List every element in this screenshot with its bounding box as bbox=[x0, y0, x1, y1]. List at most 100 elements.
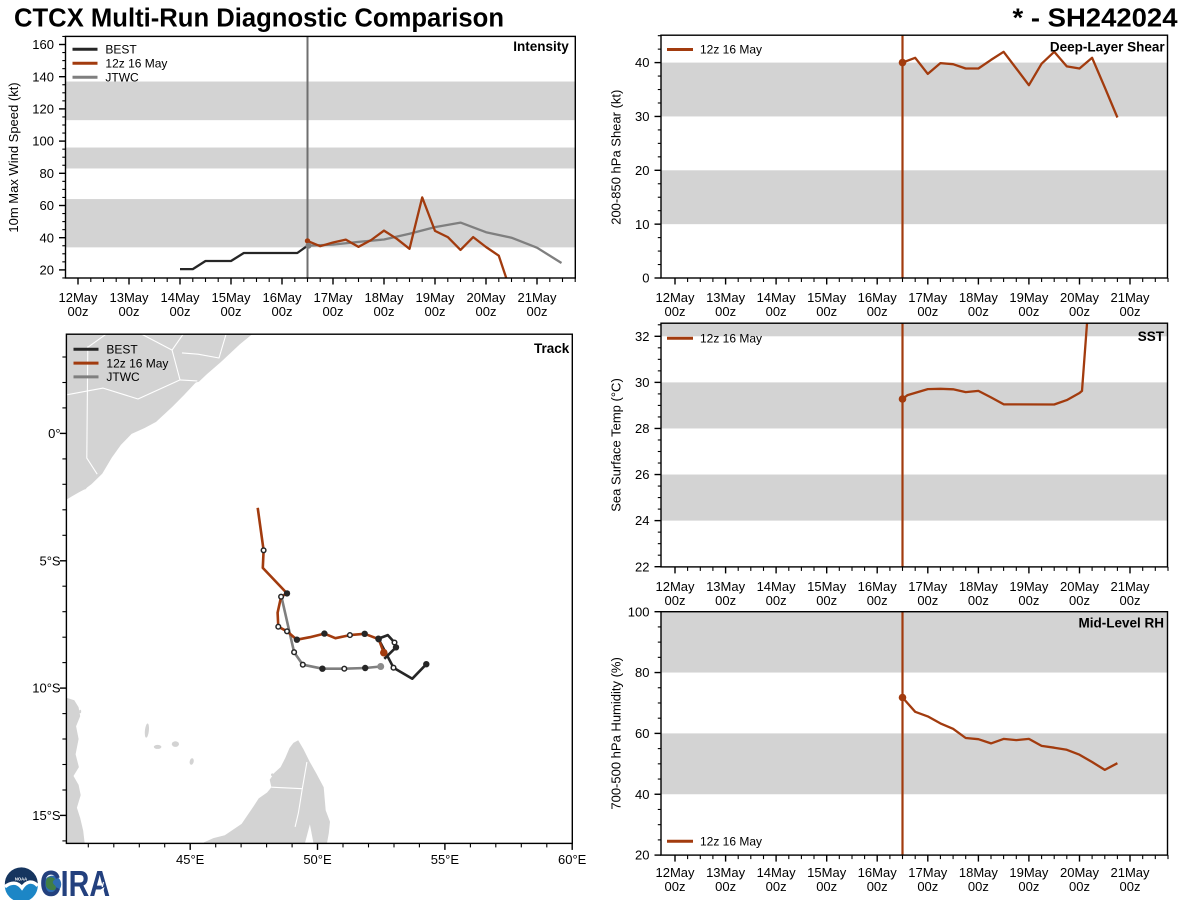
svg-text:BEST: BEST bbox=[106, 343, 138, 357]
svg-text:14May: 14May bbox=[757, 290, 797, 305]
svg-text:15°S: 15°S bbox=[32, 808, 61, 823]
svg-text:00z: 00z bbox=[323, 304, 344, 319]
svg-text:Sea Surface Temp (°C): Sea Surface Temp (°C) bbox=[609, 378, 624, 512]
svg-text:12z 16 May: 12z 16 May bbox=[700, 332, 762, 346]
svg-text:16May: 16May bbox=[858, 579, 898, 594]
svg-text:13May: 13May bbox=[706, 579, 746, 594]
svg-text:17May: 17May bbox=[313, 290, 353, 305]
svg-text:00z: 00z bbox=[1018, 304, 1039, 319]
svg-text:00z: 00z bbox=[867, 593, 888, 608]
svg-text:00z: 00z bbox=[917, 593, 938, 608]
svg-text:12May: 12May bbox=[58, 290, 98, 305]
svg-text:BEST: BEST bbox=[105, 43, 137, 57]
svg-text:20: 20 bbox=[635, 848, 649, 863]
svg-text:JTWC: JTWC bbox=[105, 71, 139, 85]
svg-text:5°S: 5°S bbox=[39, 553, 60, 568]
svg-text:00z: 00z bbox=[68, 304, 89, 319]
svg-text:00z: 00z bbox=[1018, 879, 1039, 894]
svg-text:00z: 00z bbox=[1018, 593, 1039, 608]
svg-text:19May: 19May bbox=[1009, 290, 1049, 305]
svg-text:00z: 00z bbox=[1120, 879, 1141, 894]
svg-text:00z: 00z bbox=[867, 879, 888, 894]
svg-text:30: 30 bbox=[635, 375, 649, 390]
svg-text:21May: 21May bbox=[1110, 290, 1150, 305]
svg-text:21May: 21May bbox=[1110, 865, 1150, 880]
svg-text:00z: 00z bbox=[968, 593, 989, 608]
svg-text:60: 60 bbox=[635, 726, 649, 741]
svg-text:15May: 15May bbox=[211, 290, 251, 305]
svg-text:00z: 00z bbox=[917, 879, 938, 894]
svg-text:55°E: 55°E bbox=[431, 852, 460, 867]
svg-text:21May: 21May bbox=[1110, 579, 1150, 594]
svg-text:19May: 19May bbox=[1009, 865, 1049, 880]
svg-text:100: 100 bbox=[628, 604, 650, 619]
svg-text:18May: 18May bbox=[959, 865, 999, 880]
svg-text:80: 80 bbox=[40, 166, 54, 181]
svg-text:19May: 19May bbox=[1009, 579, 1049, 594]
svg-text:19May: 19May bbox=[415, 290, 455, 305]
svg-text:10°S: 10°S bbox=[32, 681, 61, 696]
svg-text:00z: 00z bbox=[766, 879, 787, 894]
svg-text:18May: 18May bbox=[959, 579, 999, 594]
svg-text:0°: 0° bbox=[48, 426, 60, 441]
svg-text:14May: 14May bbox=[160, 290, 200, 305]
svg-text:60°E: 60°E bbox=[558, 852, 587, 867]
svg-text:24: 24 bbox=[635, 513, 649, 528]
svg-text:26: 26 bbox=[635, 467, 649, 482]
svg-text:100: 100 bbox=[32, 134, 54, 149]
svg-text:32: 32 bbox=[635, 329, 649, 344]
svg-text:JTWC: JTWC bbox=[106, 370, 140, 384]
svg-text:00z: 00z bbox=[170, 304, 191, 319]
svg-text:00z: 00z bbox=[119, 304, 140, 319]
svg-text:160: 160 bbox=[32, 37, 54, 52]
svg-text:00z: 00z bbox=[816, 879, 837, 894]
svg-text:13May: 13May bbox=[706, 865, 746, 880]
svg-text:Mid-Level RH: Mid-Level RH bbox=[1078, 616, 1164, 631]
svg-text:00z: 00z bbox=[665, 593, 686, 608]
svg-text:18May: 18May bbox=[959, 290, 999, 305]
svg-text:00z: 00z bbox=[968, 304, 989, 319]
svg-text:14May: 14May bbox=[757, 865, 797, 880]
svg-text:30: 30 bbox=[635, 109, 649, 124]
svg-text:00z: 00z bbox=[715, 879, 736, 894]
svg-text:120: 120 bbox=[32, 102, 54, 117]
svg-text:00z: 00z bbox=[527, 304, 548, 319]
svg-text:18May: 18May bbox=[364, 290, 404, 305]
svg-text:40: 40 bbox=[40, 230, 54, 245]
svg-text:10m Max Wind Speed (kt): 10m Max Wind Speed (kt) bbox=[6, 82, 21, 232]
svg-text:40: 40 bbox=[635, 787, 649, 802]
svg-text:16May: 16May bbox=[858, 865, 898, 880]
svg-text:200-850 hPa Shear (kt): 200-850 hPa Shear (kt) bbox=[609, 90, 624, 225]
svg-text:00z: 00z bbox=[272, 304, 293, 319]
svg-text:28: 28 bbox=[635, 421, 649, 436]
svg-text:17May: 17May bbox=[908, 865, 948, 880]
svg-text:00z: 00z bbox=[968, 879, 989, 894]
svg-text:00z: 00z bbox=[374, 304, 395, 319]
svg-text:15May: 15May bbox=[807, 865, 847, 880]
svg-text:20May: 20May bbox=[466, 290, 506, 305]
svg-text:00z: 00z bbox=[715, 304, 736, 319]
svg-text:00z: 00z bbox=[766, 593, 787, 608]
svg-text:20May: 20May bbox=[1060, 579, 1100, 594]
svg-text:16May: 16May bbox=[262, 290, 302, 305]
svg-text:00z: 00z bbox=[476, 304, 497, 319]
svg-text:0: 0 bbox=[642, 271, 649, 286]
svg-text:16May: 16May bbox=[858, 290, 898, 305]
svg-text:12z 16 May: 12z 16 May bbox=[106, 356, 168, 370]
svg-text:SST: SST bbox=[1138, 329, 1165, 344]
svg-text:15May: 15May bbox=[807, 579, 847, 594]
svg-text:80: 80 bbox=[635, 665, 649, 680]
svg-text:17May: 17May bbox=[908, 579, 948, 594]
svg-text:14May: 14May bbox=[757, 579, 797, 594]
svg-text:20: 20 bbox=[40, 263, 54, 278]
svg-text:00z: 00z bbox=[665, 879, 686, 894]
svg-text:00z: 00z bbox=[425, 304, 446, 319]
svg-text:00z: 00z bbox=[1120, 593, 1141, 608]
svg-text:12z 16 May: 12z 16 May bbox=[700, 835, 762, 849]
svg-text:20May: 20May bbox=[1060, 865, 1100, 880]
svg-text:* - SH242024: * - SH242024 bbox=[1013, 5, 1179, 33]
svg-text:12May: 12May bbox=[655, 865, 695, 880]
svg-text:13May: 13May bbox=[706, 290, 746, 305]
svg-text:CTCX Multi-Run Diagnostic Comp: CTCX Multi-Run Diagnostic Comparison bbox=[14, 5, 504, 33]
svg-text:12May: 12May bbox=[655, 579, 695, 594]
